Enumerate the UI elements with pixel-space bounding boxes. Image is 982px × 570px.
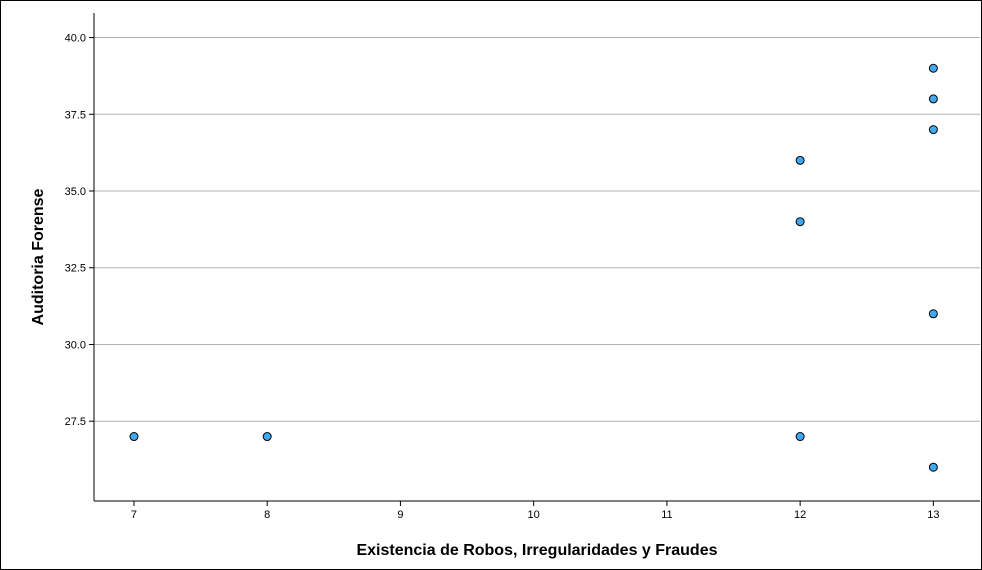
x-axis-title: Existencia de Robos, Irregularidades y F… (356, 542, 717, 559)
y-axis-title: Auditoria Forense (30, 188, 47, 325)
x-tick-label: 10 (528, 509, 540, 521)
data-point (928, 63, 938, 73)
data-point (928, 125, 938, 135)
y-tick-labels: 27.5 30.0 32.5 35.0 37.5 40.0 (65, 33, 94, 428)
x-tick-label: 13 (927, 509, 939, 521)
x-tick-label: 11 (661, 509, 672, 521)
x-tick-label: 7 (131, 509, 137, 521)
y-tick-label: 27.5 (65, 416, 86, 428)
axes (93, 13, 980, 502)
y-tick-label: 35.0 (65, 186, 86, 198)
data-point (795, 217, 805, 227)
data-point (928, 94, 938, 104)
y-tick-label: 40.0 (65, 33, 86, 45)
data-point (928, 462, 938, 472)
data-point (928, 309, 938, 319)
data-point (795, 432, 805, 442)
data-point (795, 155, 805, 165)
y-tick-label: 37.5 (65, 109, 86, 121)
data-point (262, 432, 272, 442)
x-tick-label: 8 (264, 509, 270, 521)
gridlines (94, 37, 980, 422)
y-tick-label: 32.5 (65, 263, 86, 275)
x-tick-label: 12 (794, 509, 806, 521)
data-point (129, 432, 139, 442)
x-tick-label: 9 (397, 509, 403, 521)
data-points (129, 63, 938, 472)
x-tick-labels: 7 8 9 10 11 12 13 (131, 501, 939, 521)
y-tick-label: 30.0 (65, 339, 86, 351)
